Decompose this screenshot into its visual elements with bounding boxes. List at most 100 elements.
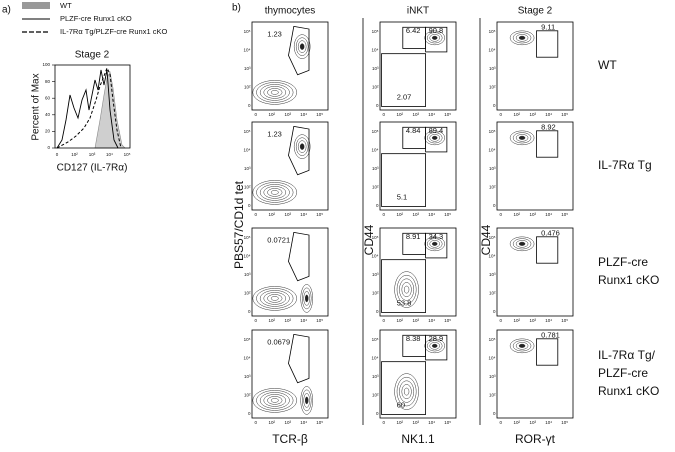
x-tick-label: 0	[255, 318, 258, 323]
contour	[270, 296, 279, 301]
y-axis-label: Percent of Max	[31, 73, 42, 140]
x-tick-label: 0	[383, 212, 386, 217]
contour	[518, 35, 526, 40]
y-tick-label: 10³	[372, 66, 379, 71]
gate-value: 0.0721	[267, 235, 290, 244]
contour	[509, 338, 535, 354]
gate-value: 89.4	[429, 126, 444, 135]
contour	[509, 236, 535, 252]
y-tick-label: 10⁵	[489, 235, 496, 240]
row-label: PLZF-cre	[598, 366, 648, 380]
contour	[293, 134, 311, 159]
x-tick-label: 10²	[397, 212, 404, 217]
y-tick-label: 0	[376, 203, 379, 208]
y-tick-label: 10⁴	[244, 147, 251, 152]
y-tick-label: 10⁵	[244, 129, 251, 134]
x-tick-label: 0	[500, 420, 503, 425]
plot-frame	[379, 329, 457, 419]
x-tick-label: 10⁵	[561, 212, 568, 217]
contour	[426, 32, 443, 44]
x-tick-label: 0	[56, 152, 59, 157]
legend-entry: IL-7Rα Tg/PLZF-cre Runx1 cKO	[60, 27, 167, 36]
x-axis-label: TCR-β	[272, 432, 308, 446]
x-tick-label: 10²	[397, 318, 404, 323]
gate-value: 8.91	[406, 232, 421, 241]
y-tick-label: 10³	[489, 66, 496, 71]
contour	[270, 398, 279, 403]
plot-frame	[54, 64, 131, 149]
x-tick-label: 10²	[269, 112, 276, 117]
x-tick-label: 10³	[529, 318, 536, 323]
y-tick-label: 10⁵	[372, 129, 379, 134]
row-label: Runx1 cKO	[598, 384, 659, 398]
gate-value: 2.07	[397, 93, 412, 102]
y-tick-label: 10³	[372, 272, 379, 277]
y-tick-label: 20	[45, 129, 51, 134]
x-tick-label: 10⁴	[428, 318, 435, 323]
contour	[396, 274, 417, 305]
gate	[288, 125, 310, 176]
contour	[267, 88, 283, 97]
y-tick-label: 10²	[244, 290, 251, 295]
x-tick-label: 10⁴	[545, 112, 552, 117]
y-tick-label: 0	[493, 309, 496, 314]
y-axis-label: CD44	[479, 224, 493, 255]
x-tick-label: 10⁵	[561, 318, 568, 323]
legend-entry: PLZF-cre Runx1 cKO	[60, 14, 132, 23]
gate	[536, 30, 559, 58]
x-tick-label: 10⁴	[545, 212, 552, 217]
contour	[252, 388, 298, 413]
contour	[431, 135, 438, 140]
contour	[426, 132, 443, 144]
x-tick-label: 10⁵	[444, 112, 451, 117]
x-tick-label: 10⁴	[300, 112, 307, 117]
contour	[303, 291, 310, 306]
y-tick-label: 0	[493, 203, 496, 208]
y-tick-label: 80	[45, 79, 51, 84]
legend-swatch	[22, 2, 50, 9]
contour	[270, 90, 279, 95]
contour	[399, 278, 415, 301]
contour	[259, 392, 290, 409]
contour	[256, 182, 294, 203]
gate-value: 6.42	[406, 26, 421, 35]
gate	[381, 53, 426, 107]
x-tick-label: 10⁵	[444, 212, 451, 217]
x-tick-label: 10⁴	[428, 212, 435, 217]
row-label: IL-7Rα Tg	[598, 158, 652, 172]
x-tick-label: 10⁵	[444, 318, 451, 323]
contour	[429, 34, 440, 42]
x-tick-label: 10⁴	[106, 152, 113, 157]
plot-frame	[496, 329, 574, 419]
plot-frame	[251, 121, 329, 211]
y-tick-label: 10³	[244, 66, 251, 71]
y-tick-label: 10²	[372, 184, 379, 189]
contour	[518, 241, 526, 246]
contour	[394, 271, 419, 308]
contour	[399, 380, 415, 403]
y-tick-label: 10⁴	[372, 147, 379, 152]
x-tick-label: 10⁵	[316, 112, 323, 117]
y-tick-label: 10²	[372, 84, 379, 89]
histogram-title: Stage 2	[75, 50, 110, 61]
x-tick-label: 0	[500, 112, 503, 117]
gate-value: 60	[397, 401, 405, 410]
y-tick-label: 10³	[489, 374, 496, 379]
gate-value: 28.9	[429, 334, 444, 343]
y-tick-label: 0	[376, 103, 379, 108]
y-tick-label: 10⁵	[244, 29, 251, 34]
y-tick-label: 10³	[489, 166, 496, 171]
y-tick-label: 10³	[244, 374, 251, 379]
gate-value: 1.23	[267, 29, 282, 38]
row-label: Runx1 cKO	[598, 273, 659, 287]
contour	[431, 241, 438, 246]
contour	[299, 143, 305, 150]
y-tick-label: 0	[248, 103, 251, 108]
x-tick-label: 10⁵	[444, 420, 451, 425]
row-label: IL-7Rα Tg/	[598, 348, 656, 362]
x-tick-label: 10²	[397, 420, 404, 425]
x-axis-label: ROR-γt	[515, 432, 556, 446]
gate-value: 53.8	[397, 299, 412, 308]
x-tick-label: 10⁴	[300, 420, 307, 425]
x-tick-label: 0	[383, 112, 386, 117]
